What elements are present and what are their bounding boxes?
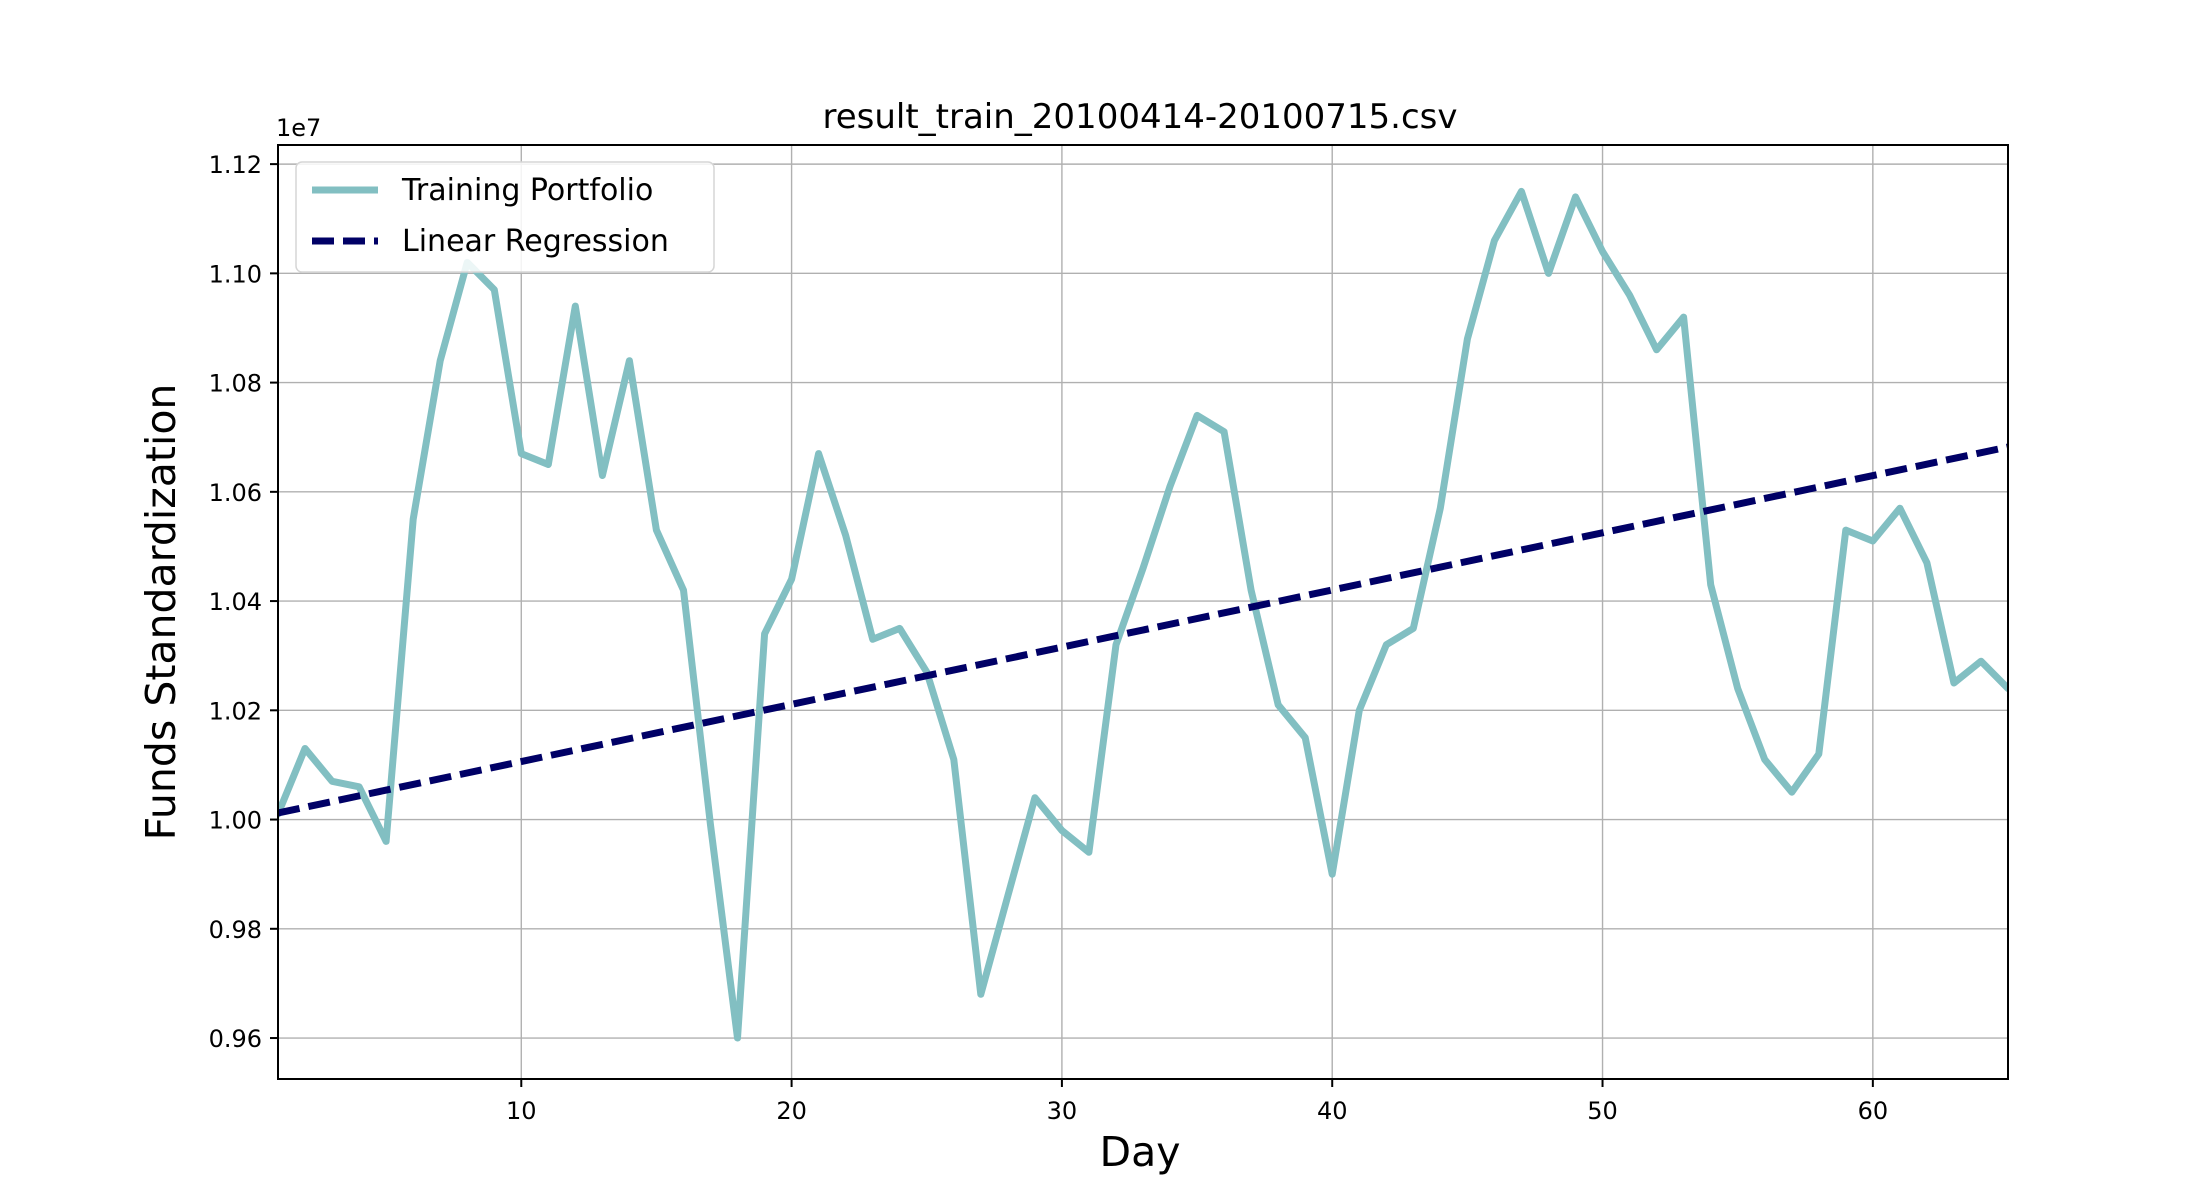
x-tick-label: 50 [1587, 1097, 1618, 1125]
y-tick-label: 1.04 [209, 588, 262, 616]
plot-frame [277, 144, 2009, 1080]
y-tick-label: 1.08 [209, 370, 262, 398]
grid [278, 145, 2008, 1079]
x-tick-label: 20 [776, 1097, 807, 1125]
series-layer [278, 187, 2008, 1042]
y-tick-label: 1.10 [209, 260, 262, 288]
legend-label-training-portfolio: Training Portfolio [401, 173, 653, 208]
y-tick-label: 0.96 [209, 1025, 262, 1053]
y-offset-label: 1e7 [276, 114, 321, 142]
x-tick-label: 10 [506, 1097, 537, 1125]
legend-label-linear-regression: Linear Regression [402, 224, 669, 259]
y-tick-label: 1.12 [209, 151, 262, 179]
x-tick-label: 60 [1858, 1097, 1889, 1125]
x-tick-label: 30 [1047, 1097, 1078, 1125]
legend-box [295, 161, 715, 273]
y-axis: 0.96 0.98 1.00 1.02 1.04 1.06 1.08 1.10 1.12 [209, 151, 278, 1053]
legend: Training Portfolio Linear Regression [295, 161, 715, 273]
x-axis: 10 20 30 40 50 60 [506, 1079, 1888, 1125]
series-line-linear-regression [278, 443, 2008, 817]
y-tick-label: 0.98 [209, 916, 262, 944]
chart-title: result_train_20100414-20100715.csv [822, 97, 1457, 137]
y-tick-label: 1.02 [209, 697, 262, 725]
y-tick-label: 1.06 [209, 479, 262, 507]
x-axis-label: Day [1100, 1128, 1181, 1176]
y-axis-label: Funds Standardization [137, 384, 185, 841]
x-tick-label: 40 [1317, 1097, 1348, 1125]
series-line-training-portfolio [278, 187, 2008, 1042]
y-tick-label: 1.00 [209, 807, 262, 835]
